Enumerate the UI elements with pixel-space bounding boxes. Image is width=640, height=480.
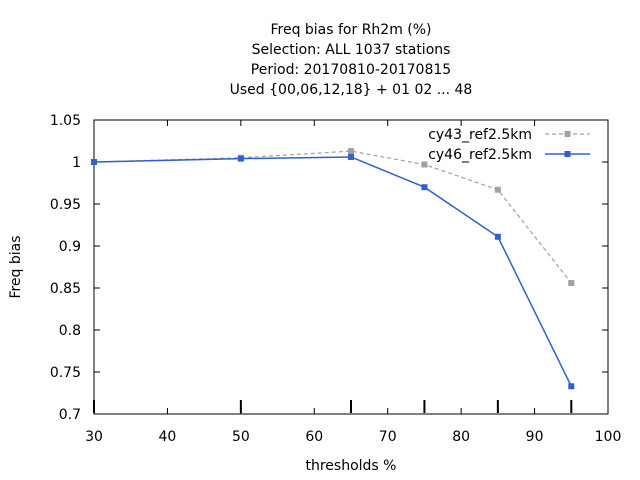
plot-frame [93,119,609,415]
x-axis-label: thresholds % [306,458,397,474]
legend: cy43_ref2.5km cy46_ref2.5km [428,127,590,163]
legend-label: cy46_ref2.5km [428,147,532,163]
y-tick-label: 0.85 [50,281,81,297]
y-tick-label: 0.75 [50,365,81,381]
y-tick-label: 1 [72,155,81,171]
y-tick-label: 0.95 [50,197,81,213]
x-tick-label: 50 [232,429,250,445]
title-line-2: Selection: ALL 1037 stations [252,42,451,58]
series-cy43_ref2.5km [91,148,575,286]
legend-label: cy43_ref2.5km [428,127,532,143]
x-tick-label: 90 [526,429,544,445]
series-line [93,156,572,387]
data-point [494,186,501,193]
legend-swatch-marker [564,151,571,157]
title-line-4: Used {00,06,12,18} + 01 02 ... 48 [230,82,473,98]
data-point [421,161,428,168]
x-tick-label: 100 [595,429,622,445]
series-cy46_ref2.5km [91,153,575,390]
data-point [568,279,575,286]
y-tick-label: 1.05 [50,113,81,129]
y-tick-label: 0.8 [59,323,81,339]
y-axis: 0.7 0.75 0.8 0.85 0.9 0.95 1 1.05 [50,113,608,423]
data-point [568,383,575,390]
x-tick-label: 30 [85,429,103,445]
data-point [494,233,501,240]
series-line [93,150,572,284]
x-axis: 30 40 50 60 70 80 90 100 [85,120,621,445]
data-point [421,184,428,191]
y-axis-label: Freq bias [8,235,24,298]
x-tick-label: 40 [159,429,177,445]
data-point [91,159,97,165]
x-tick-label: 70 [379,429,397,445]
data-point [237,155,244,162]
legend-swatch-marker [564,131,571,137]
x-tick-label: 80 [452,429,470,445]
y-tick-label: 0.9 [59,239,81,255]
title-line-3: Period: 20170810-20170815 [251,62,451,78]
chart-title: Freq bias for Rh2m (%) Selection: ALL 10… [230,22,473,98]
series-layer [91,148,575,390]
data-point [348,148,354,155]
data-point [348,153,354,160]
title-line-1: Freq bias for Rh2m (%) [270,22,431,38]
y-tick-label: 0.7 [59,407,81,423]
x-tick-label: 60 [305,429,323,445]
threshold-marks [93,400,573,413]
